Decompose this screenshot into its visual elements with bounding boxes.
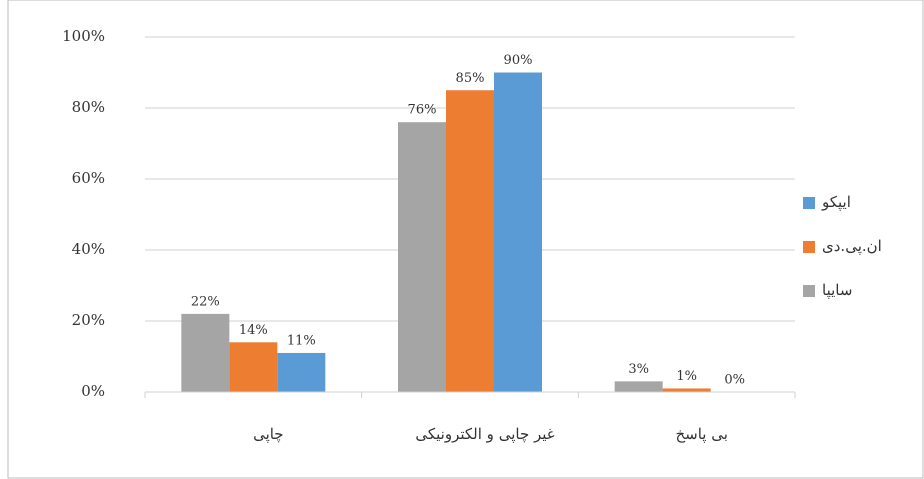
data-label: 90% xyxy=(504,53,533,68)
legend-swatch xyxy=(803,241,815,253)
legend-label: ان.پی.دی xyxy=(822,237,882,255)
y-tick-label: 20% xyxy=(72,311,105,329)
x-tick-label: چاپی xyxy=(253,425,284,443)
data-label: 22% xyxy=(191,294,220,309)
x-tick-label: بی پاسخ xyxy=(675,425,727,443)
bar xyxy=(181,313,230,392)
bar xyxy=(614,381,663,392)
data-label: 0% xyxy=(724,373,745,388)
data-label: 3% xyxy=(628,362,649,377)
bar xyxy=(446,90,494,392)
y-tick-label: 100% xyxy=(62,27,105,45)
y-tick-label: 40% xyxy=(72,240,105,258)
x-tick-label: غیر چاپی و الکترونیکی xyxy=(415,425,554,443)
bar xyxy=(277,352,326,392)
data-label: 1% xyxy=(676,369,697,384)
bar xyxy=(662,388,711,392)
y-tick-label: 80% xyxy=(72,98,105,116)
legend-swatch xyxy=(803,285,815,297)
legend-label: ایپکو xyxy=(821,193,851,211)
y-tick-label: 0% xyxy=(81,382,105,400)
legend-label: سایپا xyxy=(822,281,852,299)
bar xyxy=(229,342,278,392)
data-label: 76% xyxy=(408,103,437,118)
y-tick-label: 60% xyxy=(72,169,105,187)
data-label: 14% xyxy=(239,323,268,338)
bar xyxy=(494,72,542,392)
data-label: 11% xyxy=(287,333,316,348)
data-label: 85% xyxy=(456,71,485,86)
bar xyxy=(398,122,446,392)
legend-swatch xyxy=(803,197,815,209)
